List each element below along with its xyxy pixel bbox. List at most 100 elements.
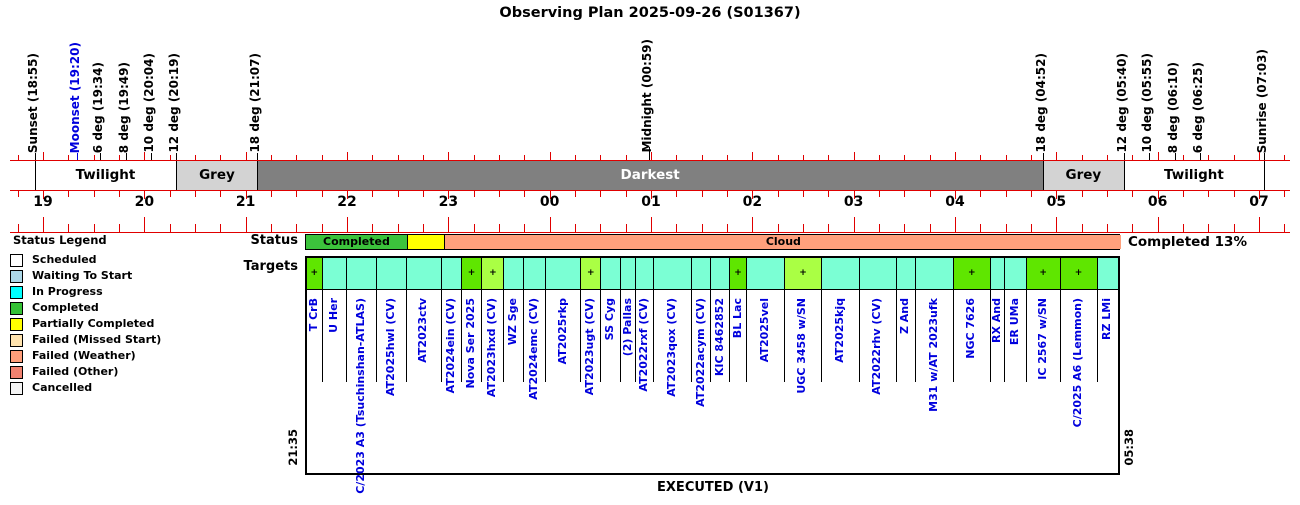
- axis-tick-minor: [321, 224, 323, 232]
- axis-tick-minor: [878, 224, 880, 232]
- target-marker-icon: +: [799, 267, 807, 278]
- target-column-separator: [1096, 290, 1098, 382]
- axis-tick-minor: [878, 155, 880, 160]
- target-name: RZ LMi: [1100, 298, 1113, 341]
- axis-tick-minor: [954, 152, 956, 160]
- hour-label: 05: [1046, 194, 1067, 210]
- axis-tick-minor: [650, 217, 652, 232]
- target-name: T CrB: [306, 298, 320, 332]
- axis-tick-minor: [43, 152, 44, 160]
- axis-tick-minor: [878, 190, 880, 197]
- axis-tick-minor: [1132, 155, 1134, 160]
- status-bar: Completed Cloud: [304, 234, 1122, 250]
- target-column-separator: [710, 290, 712, 382]
- target-column-separator: [746, 290, 748, 382]
- target-column-separator: [1003, 290, 1005, 382]
- axis-tick-minor: [17, 224, 19, 232]
- axis-tick-minor: [1106, 155, 1108, 160]
- target-column-separator: [952, 290, 954, 382]
- target-cell: [1097, 258, 1119, 290]
- target-name: IC 2567 w/SN: [1035, 298, 1049, 380]
- axis-tick-minor: [701, 190, 703, 197]
- axis-tick-minor: [68, 155, 70, 160]
- axis-tick-minor: [68, 190, 70, 197]
- event-label: Sunrise (07:03): [1255, 48, 1270, 153]
- band-boundary-line: [34, 160, 36, 190]
- event-tick: [1042, 153, 1044, 160]
- target-cell: +: [1060, 258, 1098, 290]
- axis-tick-minor: [625, 190, 627, 197]
- event-tick: [649, 147, 651, 160]
- axis-tick-minor: [625, 224, 627, 232]
- target-name: AT2023ctv: [416, 298, 430, 363]
- axis-tick-minor: [448, 217, 450, 232]
- target-column-separator: [784, 290, 786, 382]
- axis-tick-minor: [498, 224, 500, 232]
- axis-tick-minor: [650, 190, 652, 199]
- target-cell: [322, 258, 347, 290]
- band-segment-twilight: [1123, 160, 1265, 190]
- target-column-separator: [820, 290, 822, 382]
- axis-tick-minor: [321, 190, 323, 197]
- axis-tick-minor: [1182, 155, 1184, 160]
- axis-tick-minor: [270, 224, 272, 232]
- target-cell: +: [482, 258, 505, 290]
- axis-tick-minor: [43, 217, 44, 232]
- axis-tick-minor: [1005, 155, 1007, 160]
- target-name: C/2023 A3 (Tsuchinshan-ATLAS): [353, 298, 367, 494]
- target-column-separator: [635, 290, 637, 382]
- target-marker-icon: +: [1074, 267, 1083, 278]
- target-name: UGC 3458 w/SN: [795, 298, 809, 394]
- axis-tick-minor: [802, 155, 804, 160]
- axis-tick-minor: [43, 190, 44, 199]
- target-cell: [524, 258, 547, 290]
- target-cell: [915, 258, 954, 290]
- hour-label: 07: [1249, 194, 1269, 210]
- axis-tick-minor: [220, 155, 222, 160]
- axis-tick-minor: [752, 190, 754, 199]
- target-cell: [636, 258, 655, 290]
- axis-tick-minor: [954, 217, 956, 232]
- legend-label: Scheduled: [32, 253, 97, 266]
- event-tick: [1123, 153, 1125, 160]
- axis-tick-minor: [1284, 155, 1286, 160]
- axis-tick-minor: [169, 190, 171, 197]
- axis-tick-minor: [980, 190, 982, 197]
- axis-tick-minor: [397, 190, 399, 197]
- axis-tick-minor: [929, 190, 931, 197]
- band-segment-label: Darkest: [620, 167, 680, 183]
- axis-tick-minor: [169, 155, 171, 160]
- targets-row-label: Targets: [243, 259, 298, 274]
- target-cell: [621, 258, 637, 290]
- band-boundary-line: [1042, 160, 1044, 190]
- target-cell: [346, 258, 377, 290]
- axis-tick-minor: [524, 155, 526, 160]
- hour-label: 02: [742, 194, 763, 210]
- axis-tick-minor: [701, 224, 703, 232]
- axis-tick-minor: [777, 224, 779, 232]
- axis-tick-minor: [549, 217, 551, 232]
- axis-tick-minor: [270, 155, 272, 160]
- axis-tick-minor: [726, 224, 728, 232]
- event-label: 12 deg (05:40): [1114, 53, 1129, 153]
- axis-tick-minor: [904, 190, 906, 197]
- target-cell: [406, 258, 442, 290]
- axis-tick-minor: [828, 155, 830, 160]
- event-label: 6 deg (06:25): [1190, 61, 1205, 153]
- event-tick: [100, 153, 102, 160]
- axis-tick-minor: [1106, 190, 1108, 197]
- execution-start-time: 21:35: [286, 429, 300, 466]
- axis-tick-minor: [422, 224, 424, 232]
- axis-tick-minor: [245, 217, 247, 232]
- executed-caption: EXECUTED (V1): [657, 480, 769, 495]
- hour-label: 00: [539, 194, 560, 210]
- axis-tick-minor: [473, 155, 475, 160]
- target-cell: +: [730, 258, 748, 290]
- event-tick: [76, 153, 78, 160]
- axis-tick-minor: [1132, 224, 1134, 232]
- target-cell: +: [785, 258, 822, 290]
- axis-tick-minor: [118, 190, 120, 197]
- status-row-label: Status: [250, 233, 298, 248]
- target-column-separator: [600, 290, 602, 382]
- event-tick: [1199, 153, 1201, 160]
